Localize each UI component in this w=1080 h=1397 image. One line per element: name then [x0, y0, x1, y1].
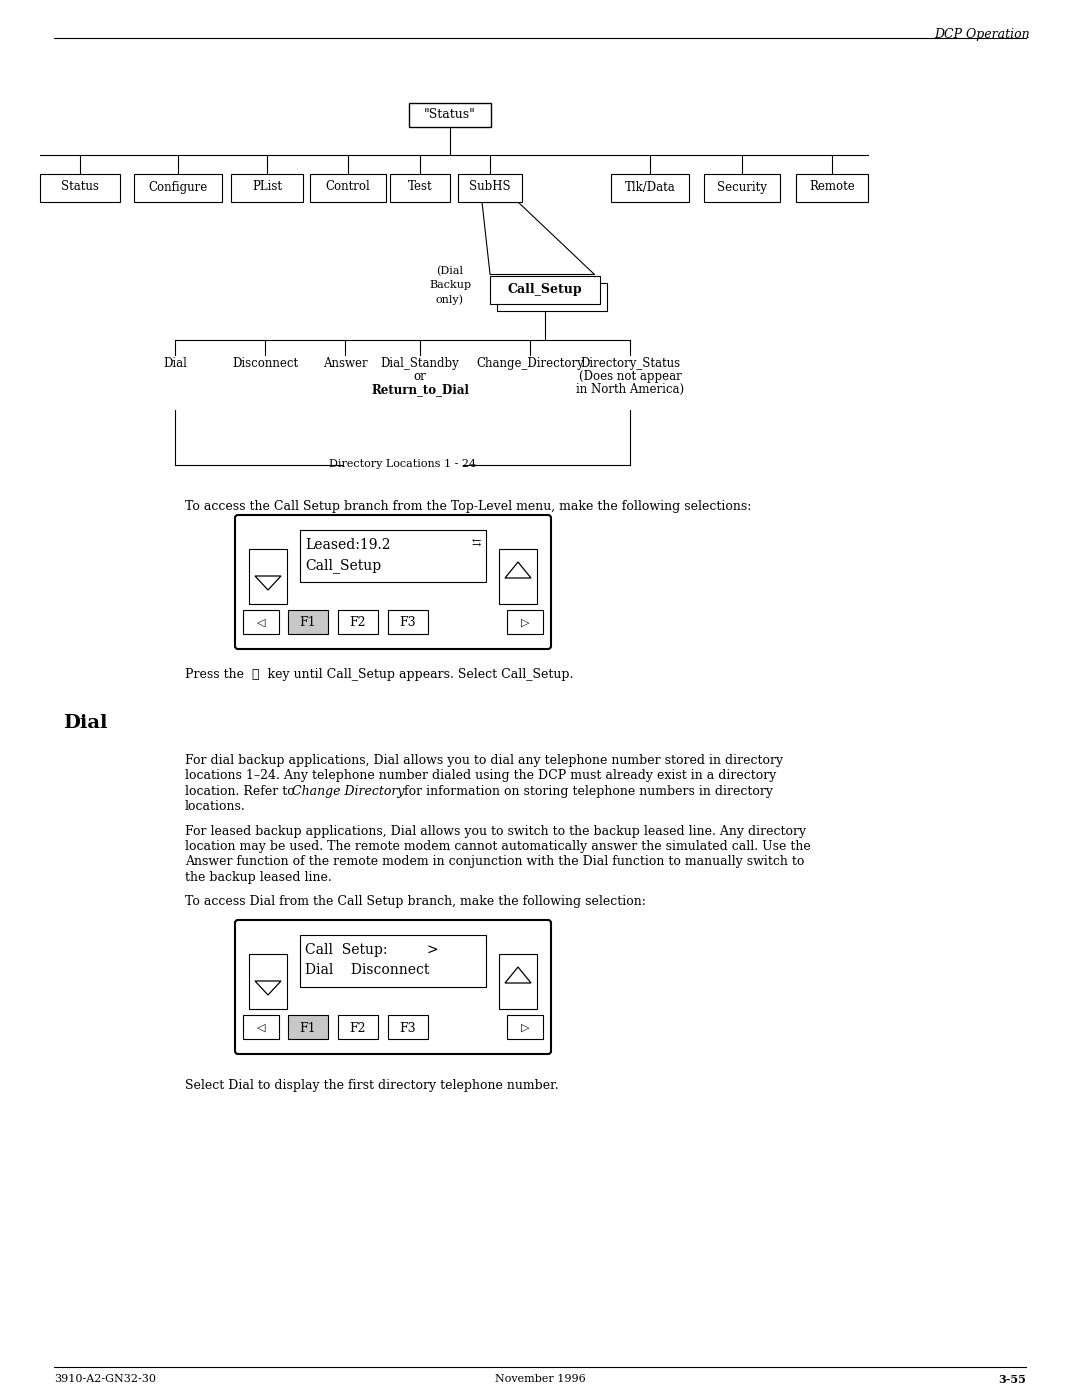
- Text: Status: Status: [62, 180, 99, 194]
- Bar: [796, 175, 868, 203]
- Text: F1: F1: [299, 1021, 316, 1035]
- Text: Return_to_Dial: Return_to_Dial: [372, 383, 469, 395]
- Text: To access Dial from the Call Setup branch, make the following selection:: To access Dial from the Call Setup branc…: [185, 895, 646, 908]
- Text: F3: F3: [400, 1021, 416, 1035]
- Text: For dial backup applications, Dial allows you to dial any telephone number store: For dial backup applications, Dial allow…: [185, 754, 783, 767]
- Text: Configure: Configure: [148, 180, 207, 194]
- Text: "Status": "Status": [424, 108, 476, 120]
- Bar: [499, 954, 537, 1009]
- Bar: [507, 1016, 543, 1039]
- Text: ◁: ◁: [257, 617, 266, 629]
- Text: Disconnect: Disconnect: [232, 358, 298, 370]
- Bar: [611, 175, 689, 203]
- FancyBboxPatch shape: [235, 515, 551, 650]
- Text: locations.: locations.: [185, 800, 246, 813]
- Text: ▷: ▷: [521, 617, 529, 629]
- Text: (Does not appear: (Does not appear: [579, 370, 681, 383]
- Text: Dial: Dial: [63, 714, 108, 732]
- Bar: [338, 1016, 378, 1039]
- Bar: [704, 175, 780, 203]
- Text: ◁: ◁: [257, 1023, 266, 1032]
- Bar: [499, 549, 537, 604]
- Text: Select Dial to display the first directory telephone number.: Select Dial to display the first directo…: [185, 1078, 558, 1092]
- Text: F1: F1: [299, 616, 316, 630]
- Text: locations 1–24. Any telephone number dialed using the DCP must already exist in : locations 1–24. Any telephone number dia…: [185, 770, 777, 782]
- Bar: [288, 610, 328, 634]
- Bar: [497, 284, 607, 312]
- Bar: [388, 610, 428, 634]
- Text: Call  Setup:         >: Call Setup: >: [305, 943, 438, 957]
- Text: F2: F2: [350, 616, 366, 630]
- Text: DCP Operation: DCP Operation: [934, 28, 1030, 41]
- Text: (Dial: (Dial: [436, 265, 463, 277]
- Text: ⇆: ⇆: [472, 538, 481, 548]
- Bar: [134, 175, 222, 203]
- Text: Backup: Backup: [429, 279, 471, 291]
- Text: Tlk/Data: Tlk/Data: [624, 180, 675, 194]
- Bar: [458, 175, 522, 203]
- Text: Press the  ⟫  key until Call_Setup appears. Select Call_Setup.: Press the ⟫ key until Call_Setup appears…: [185, 668, 573, 680]
- Bar: [300, 935, 486, 988]
- Text: Directory_Status: Directory_Status: [580, 358, 680, 370]
- Bar: [249, 954, 287, 1009]
- Bar: [231, 175, 303, 203]
- Text: Change_Directory: Change_Directory: [476, 358, 584, 370]
- Text: the backup leased line.: the backup leased line.: [185, 870, 332, 884]
- Text: Answer function of the remote modem in conjunction with the Dial function to man: Answer function of the remote modem in c…: [185, 855, 805, 869]
- Text: 3910-A2-GN32-30: 3910-A2-GN32-30: [54, 1375, 156, 1384]
- Text: Remote: Remote: [809, 180, 855, 194]
- Bar: [288, 1016, 328, 1039]
- Text: November 1996: November 1996: [495, 1375, 585, 1384]
- Bar: [243, 1016, 279, 1039]
- Text: Call_Setup: Call_Setup: [305, 557, 381, 573]
- Bar: [409, 103, 491, 127]
- Text: Leased:19.2: Leased:19.2: [305, 538, 391, 552]
- Text: or: or: [414, 370, 427, 383]
- Text: in North America): in North America): [576, 383, 684, 395]
- Text: Dial: Dial: [163, 358, 187, 370]
- Text: ▷: ▷: [521, 1023, 529, 1032]
- Text: Answer: Answer: [323, 358, 367, 370]
- Bar: [490, 277, 600, 305]
- Text: F3: F3: [400, 616, 416, 630]
- Text: Change Directory: Change Directory: [292, 785, 405, 798]
- Bar: [388, 1016, 428, 1039]
- Text: Call_Setup: Call_Setup: [508, 282, 582, 296]
- Text: for information on storing telephone numbers in directory: for information on storing telephone num…: [400, 785, 773, 798]
- Bar: [310, 175, 386, 203]
- Text: PList: PList: [252, 180, 282, 194]
- Text: Control: Control: [326, 180, 370, 194]
- Text: Test: Test: [407, 180, 432, 194]
- Text: location. Refer to: location. Refer to: [185, 785, 299, 798]
- Bar: [40, 175, 120, 203]
- Text: F2: F2: [350, 1021, 366, 1035]
- Bar: [249, 549, 287, 604]
- Bar: [390, 175, 450, 203]
- FancyBboxPatch shape: [235, 921, 551, 1053]
- Text: only): only): [436, 293, 464, 305]
- Text: location may be used. The remote modem cannot automatically answer the simulated: location may be used. The remote modem c…: [185, 840, 811, 854]
- Text: Dial    Disconnect: Dial Disconnect: [305, 963, 430, 977]
- Bar: [507, 610, 543, 634]
- Bar: [243, 610, 279, 634]
- Text: 3-55: 3-55: [998, 1375, 1026, 1384]
- Bar: [300, 529, 486, 583]
- Text: To access the Call Setup branch from the Top-Level menu, make the following sele: To access the Call Setup branch from the…: [185, 500, 752, 513]
- Bar: [338, 610, 378, 634]
- Text: Directory Locations 1 - 24: Directory Locations 1 - 24: [329, 460, 476, 469]
- Text: Dial_Standby: Dial_Standby: [380, 358, 459, 370]
- Text: Security: Security: [717, 180, 767, 194]
- Text: For leased backup applications, Dial allows you to switch to the backup leased l: For leased backup applications, Dial all…: [185, 824, 806, 837]
- Text: SubHS: SubHS: [469, 180, 511, 194]
